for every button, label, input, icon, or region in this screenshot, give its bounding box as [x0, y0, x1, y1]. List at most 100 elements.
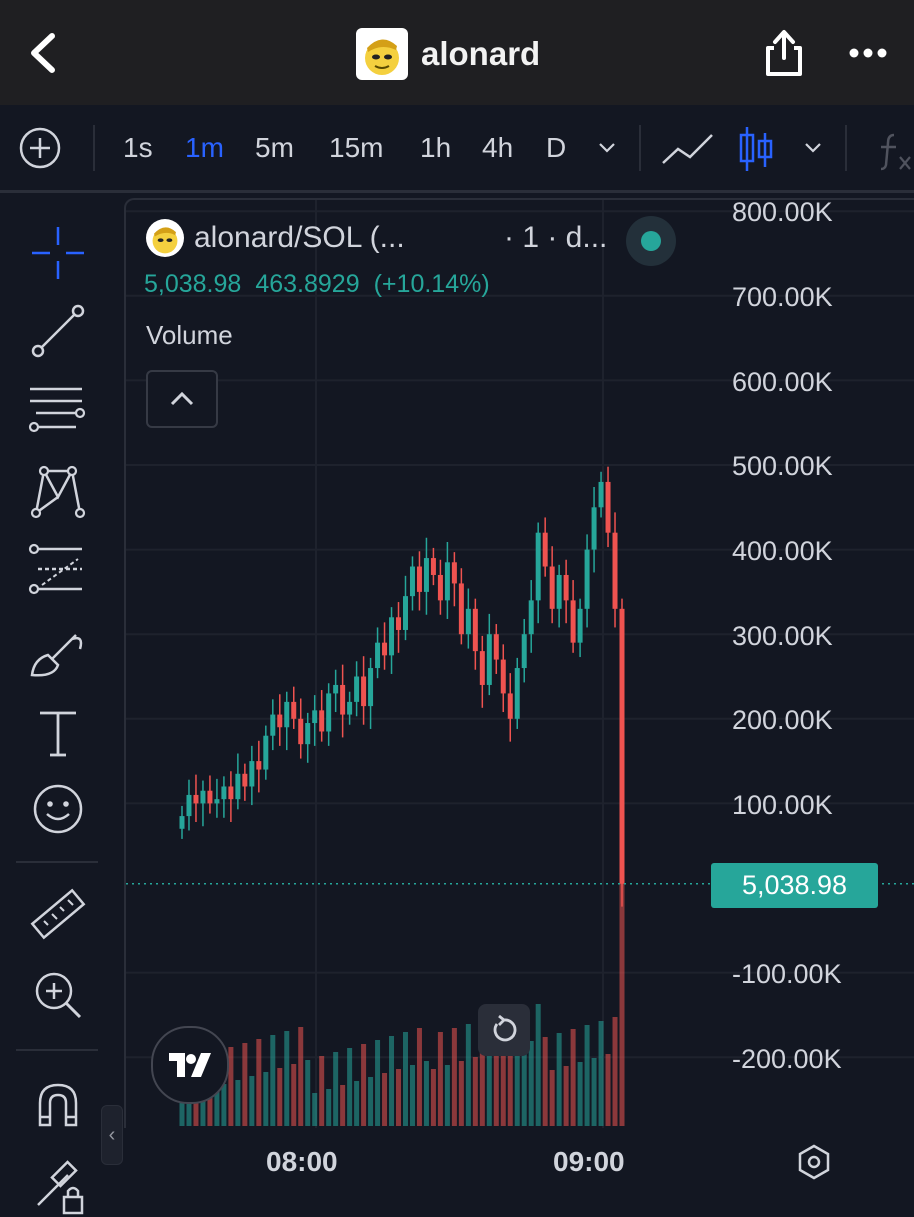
candle — [312, 695, 318, 746]
pattern-xabcd-icon[interactable] — [28, 461, 88, 521]
candle — [263, 725, 269, 780]
candlestick-chart[interactable] — [126, 200, 914, 1130]
price-axis-label: -100.00K — [732, 959, 842, 989]
price-axis-label: 400.00K — [732, 536, 833, 566]
candle-body — [535, 532, 541, 601]
more-options-icon[interactable] — [846, 38, 890, 68]
tradingview-logo-icon[interactable] — [151, 1026, 229, 1104]
ruler-measure-icon[interactable] — [28, 885, 88, 945]
lock-drawings-icon[interactable] — [28, 1157, 88, 1217]
volume-bar — [396, 1069, 402, 1126]
page-title: alonard — [421, 35, 541, 72]
candle — [270, 699, 276, 751]
volume-bar — [242, 1043, 248, 1126]
candle — [451, 552, 457, 607]
candle-body — [430, 558, 436, 575]
chart-settings-hexagon-icon[interactable] — [796, 1144, 832, 1180]
legend-values: 5,038.98 463.8929 (+10.14%) — [144, 270, 504, 299]
candle-body — [479, 651, 485, 685]
text-tool-icon[interactable] — [28, 703, 88, 763]
volume-bar — [207, 1088, 213, 1126]
candle — [228, 771, 234, 823]
chart-type-chevron-down-icon[interactable] — [801, 137, 825, 157]
time-axis-label: 09:00 — [553, 1146, 625, 1177]
line-chart-type-icon[interactable] — [660, 129, 716, 169]
legend-change: 463.8929 — [255, 270, 360, 298]
candle — [221, 776, 227, 818]
volume-bar — [312, 1093, 318, 1126]
interval-d[interactable]: D — [546, 131, 567, 163]
time-axis-label: 08:00 — [266, 1146, 338, 1177]
candle — [284, 691, 290, 751]
crosshair-icon[interactable] — [28, 223, 88, 283]
zoom-in-icon[interactable] — [28, 965, 88, 1025]
volume-indicator-label[interactable]: Volume — [146, 320, 233, 350]
candle — [242, 763, 248, 801]
volume-bar — [228, 1047, 234, 1126]
price-axis-label: 600.00K — [732, 367, 833, 397]
price-axis-label: 700.00K — [732, 282, 833, 312]
brush-icon[interactable] — [28, 625, 88, 685]
candle-body — [584, 549, 590, 609]
candle-body — [619, 608, 625, 884]
back-arrow-icon[interactable] — [22, 30, 66, 76]
candle-body — [416, 566, 422, 592]
add-symbol-icon[interactable] — [18, 126, 62, 170]
forecast-prediction-icon[interactable] — [28, 541, 88, 601]
candle-body — [563, 574, 569, 601]
interval-4h[interactable]: 4h — [482, 131, 514, 163]
candle — [354, 661, 360, 717]
indicators-fx-icon[interactable] — [876, 129, 914, 173]
interval-dropdown-chevron-down-icon[interactable] — [595, 137, 619, 157]
candle-body — [423, 558, 429, 592]
candle-body — [612, 532, 618, 609]
candle — [444, 541, 450, 619]
volume-bar — [619, 866, 625, 1126]
candle-body — [312, 710, 318, 724]
share-icon[interactable] — [762, 28, 806, 78]
volume-bar — [465, 1024, 471, 1126]
volume-bar — [256, 1039, 262, 1126]
candle — [507, 673, 513, 742]
candle — [389, 607, 395, 674]
magnet-icon[interactable] — [28, 1075, 88, 1135]
candle-body — [200, 790, 206, 804]
candle — [514, 657, 520, 729]
volume-bar — [319, 1056, 325, 1126]
volume-bar — [193, 1092, 199, 1126]
price-axis-label: 200.00K — [732, 705, 833, 735]
market-status-indicator[interactable] — [626, 216, 676, 266]
legend-last-price: 5,038.98 — [144, 270, 242, 298]
interval-15m[interactable]: 15m — [329, 131, 384, 163]
legend-symbol[interactable]: alonard/SOL (... — [194, 221, 405, 254]
candle — [298, 698, 304, 759]
price-axis-label: 300.00K — [732, 621, 833, 651]
candle-body — [472, 608, 478, 652]
token-avatar-icon — [356, 28, 408, 80]
emoji-smiley-icon[interactable] — [28, 779, 88, 839]
volume-bar — [263, 1072, 269, 1126]
interval-1s[interactable]: 1s — [123, 131, 153, 163]
trend-line-icon[interactable] — [28, 301, 88, 361]
candle — [340, 664, 346, 738]
time-axis[interactable]: 08:00 09:00 — [124, 1128, 914, 1200]
reset-chart-button[interactable] — [478, 1004, 530, 1056]
volume-bar — [486, 1053, 492, 1126]
volume-bar — [270, 1035, 276, 1126]
interval-5m[interactable]: 5m — [255, 131, 294, 163]
candle-body — [193, 794, 199, 804]
volume-bar — [430, 1069, 436, 1126]
interval-1h[interactable]: 1h — [420, 131, 452, 163]
interval-1m[interactable]: 1m — [185, 131, 224, 163]
chart-pane[interactable]: alonard/SOL (... · 1 · d... 5,038.98 463.… — [124, 198, 914, 1130]
fib-retracement-icon[interactable] — [28, 381, 88, 441]
candles-chart-type-icon[interactable] — [737, 125, 775, 173]
legend-collapse-chevron-up-icon[interactable] — [146, 370, 218, 428]
sidebar-collapse-chevron-left-icon[interactable]: ‹ — [101, 1105, 123, 1165]
price-axis-label: 500.00K — [732, 451, 833, 481]
volume-bar — [472, 1057, 478, 1126]
candle-body — [340, 684, 346, 715]
candle — [528, 580, 534, 653]
volume-bar — [591, 1058, 597, 1126]
volume-bar — [402, 1032, 408, 1126]
